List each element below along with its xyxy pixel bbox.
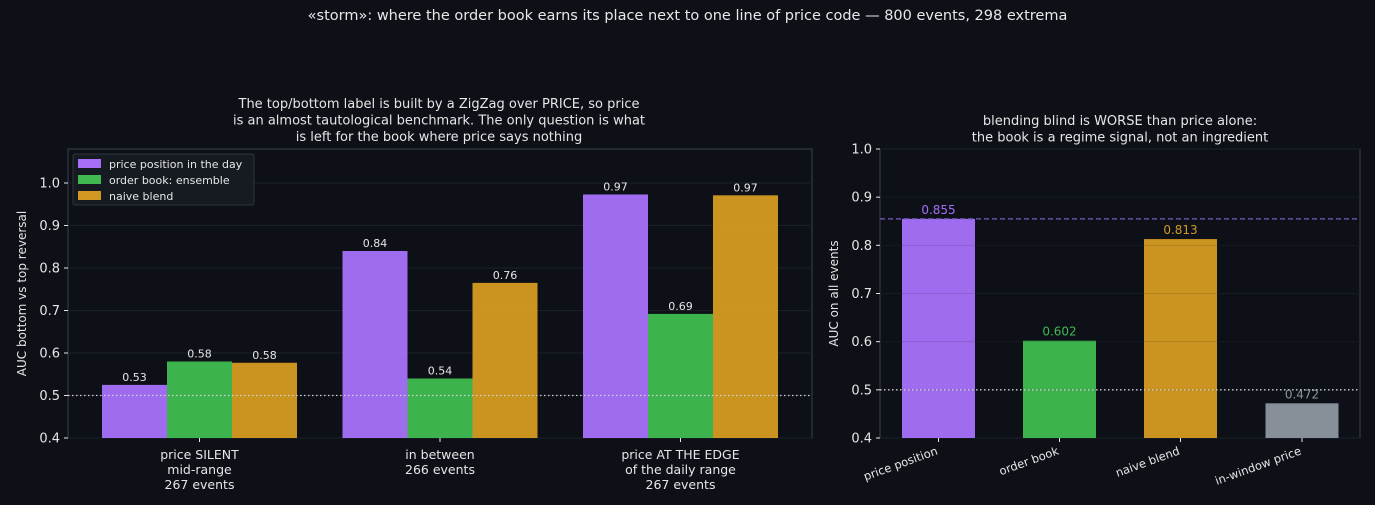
left-bar <box>713 195 778 438</box>
left-bar <box>342 251 408 438</box>
right-y-tick-label: 0.6 <box>851 335 872 350</box>
left-legend-box <box>72 153 255 206</box>
right-bar-value-label: 0.472 <box>1285 387 1319 401</box>
legend-swatch <box>78 175 101 184</box>
left-bar-value-label: 0.97 <box>603 180 628 193</box>
left-bar-value-label: 0.97 <box>733 181 758 194</box>
right-y-tick-label: 0.5 <box>851 383 872 398</box>
right-bar <box>1023 340 1096 438</box>
legend-entry-label: naive blend <box>109 190 173 203</box>
right-bar <box>1265 403 1339 438</box>
legend-entry-label: order book: ensemble <box>109 174 230 187</box>
left-y-tick-label: 0.7 <box>39 304 60 319</box>
left-bar-value-label: 0.54 <box>428 365 453 378</box>
left-bar-value-label: 0.53 <box>122 371 147 384</box>
right-bar-value-label: 0.813 <box>1163 223 1197 237</box>
left-y-tick-label: 0.5 <box>39 389 60 404</box>
right-y-axis-label: AUC on all events <box>827 240 841 346</box>
right-y-tick-label: 0.4 <box>851 432 872 447</box>
right-x-tick-label: order book <box>997 444 1061 479</box>
left-y-tick-label: 0.4 <box>39 432 60 447</box>
right-y-tick-label: 0.8 <box>851 239 872 254</box>
left-bar <box>102 384 167 438</box>
left-bar <box>407 378 473 438</box>
left-y-axis-label: AUC bottom vs top reversal <box>15 211 29 376</box>
left-bar-value-label: 0.69 <box>668 300 693 313</box>
left-bar <box>232 362 297 438</box>
left-y-tick-label: 1.0 <box>39 177 60 192</box>
right-y-tick-label: 0.7 <box>851 287 872 302</box>
right-y-tick-label: 0.9 <box>851 191 872 206</box>
left-bar <box>167 361 232 438</box>
left-y-tick-label: 0.6 <box>39 347 60 362</box>
left-bar-value-label: 0.58 <box>187 348 212 361</box>
right-x-tick-label: naive blend <box>1114 444 1182 480</box>
left-bar <box>472 282 538 438</box>
left-bar-value-label: 0.58 <box>252 349 277 362</box>
left-bar <box>583 194 648 438</box>
legend-swatch <box>78 159 101 168</box>
figure-title: «storm»: where the order book earns its … <box>307 8 1068 24</box>
right-x-tick-label: in-window price <box>1213 444 1303 488</box>
right-bar-value-label: 0.602 <box>1042 325 1076 339</box>
left-bar-value-label: 0.76 <box>493 269 518 282</box>
legend-entry-label: price position in the day <box>109 158 243 171</box>
right-bar <box>902 218 975 438</box>
left-x-tick-label: price AT THE EDGE of the daily range 267 e… <box>621 447 739 492</box>
legend-swatch <box>78 191 101 200</box>
right-x-tick-label: price position <box>862 444 940 484</box>
left-bar <box>648 313 713 438</box>
left-x-tick-label: in between 266 events <box>405 447 475 477</box>
right-bar <box>1144 239 1217 438</box>
left-bar-value-label: 0.84 <box>363 237 388 250</box>
left-y-tick-label: 0.9 <box>39 219 60 234</box>
right-bar-value-label: 0.855 <box>921 203 955 217</box>
left-chart-title: The top/bottom label is built by a ZigZa… <box>233 97 645 145</box>
right-chart-title: blending blind is WORSE than price alone… <box>972 114 1268 146</box>
left-x-tick-label: price SILENT mid-range 267 events <box>160 447 239 492</box>
left-y-tick-label: 0.8 <box>39 262 60 277</box>
right-y-tick-label: 1.0 <box>851 143 872 158</box>
